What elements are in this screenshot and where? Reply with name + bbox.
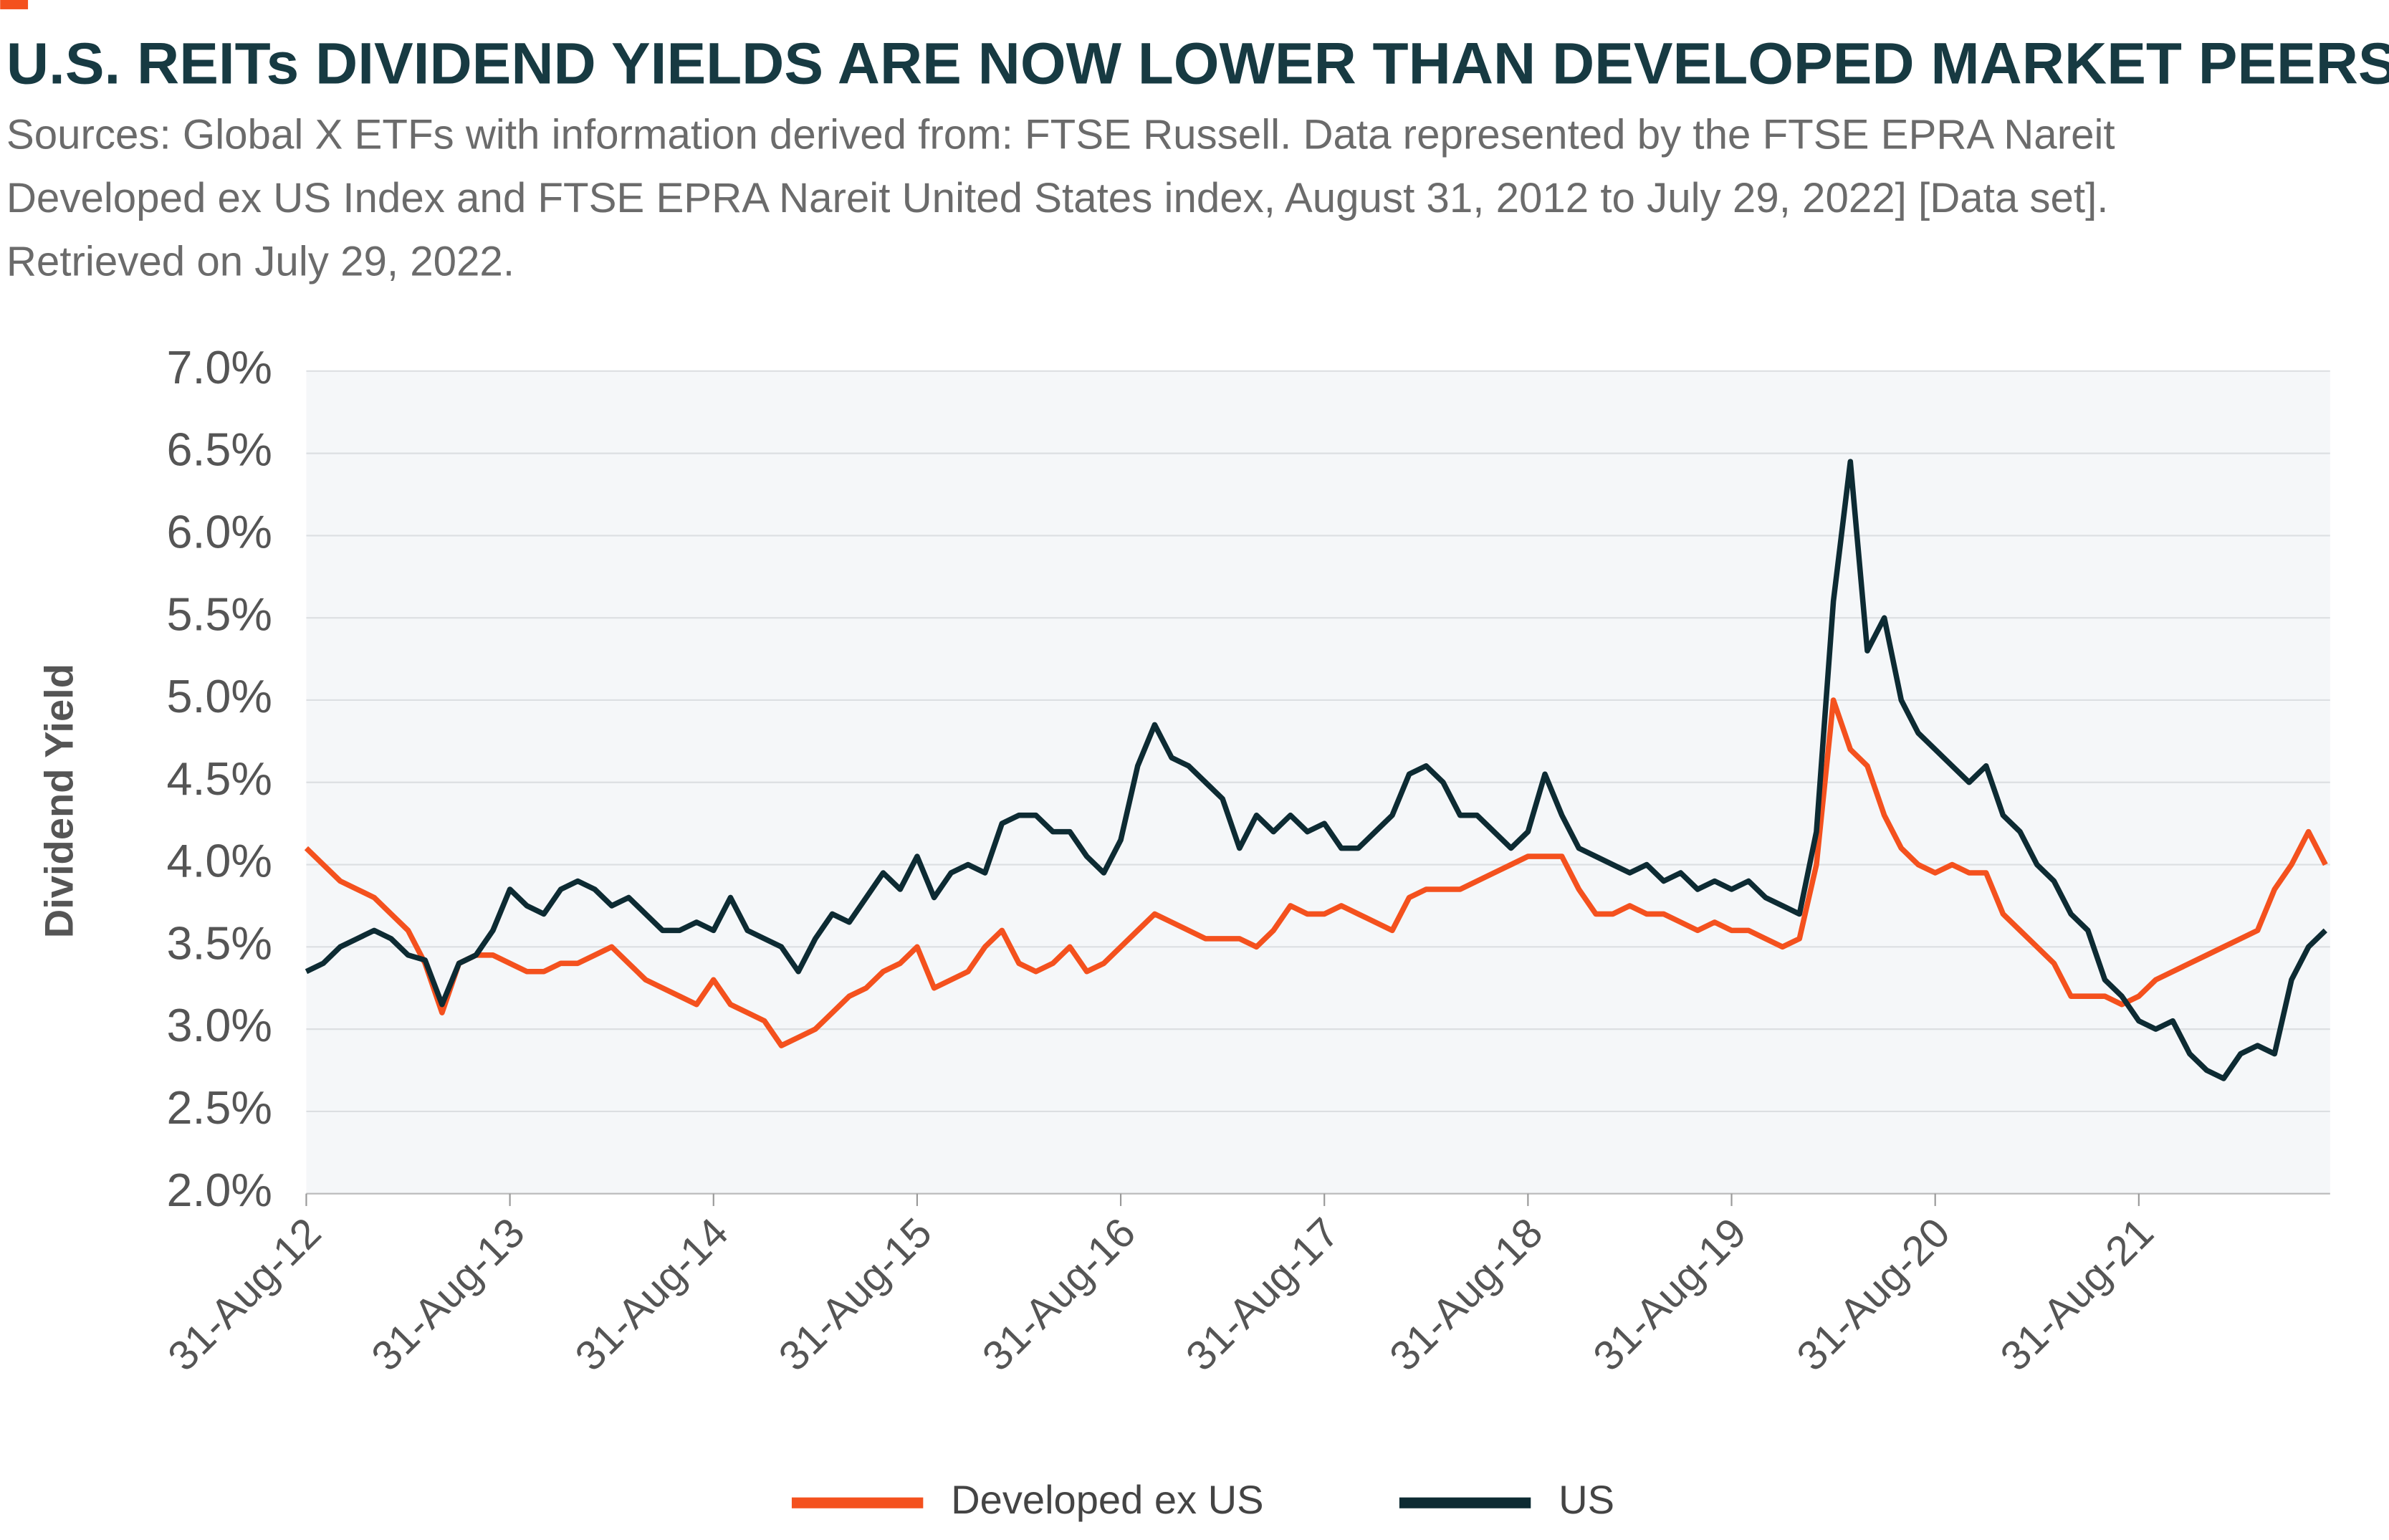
legend-label: US [1559,1477,1614,1522]
subtitle: Sources: Global X ETFs with information … [6,111,2115,158]
x-tick-label: 31-Aug-15 [770,1209,941,1379]
series-line [304,697,2328,1048]
y-tick-label: 6.5% [166,424,272,476]
chart-title: U.S. REITs DIVIDEND YIELDS ARE NOW LOWER… [6,32,2389,97]
x-tick-label: 31-Aug-18 [1381,1209,1551,1379]
y-tick-label: 2.5% [166,1081,272,1134]
y-tick-label: 7.0% [166,341,272,393]
accent [0,0,29,9]
x-tick-label: 31-Aug-21 [1992,1209,2163,1379]
x-tick-label: 31-Aug-14 [566,1209,737,1379]
y-tick-label: 2.0% [166,1164,272,1216]
y-tick-label: 5.0% [166,670,272,722]
x-tick-label: 31-Aug-13 [363,1209,533,1379]
y-tick-label: 3.5% [166,917,272,969]
y-tick-label: 4.0% [166,835,272,887]
x-tick-label: 31-Aug-12 [159,1209,330,1379]
x-tick-label: 31-Aug-19 [1584,1209,1755,1379]
subtitle: Retrieved on July 29, 2022. [6,238,514,284]
legend-label: Developed ex US [951,1477,1263,1522]
y-tick-label: 5.5% [166,588,272,640]
x-tick-label: 31-Aug-16 [974,1209,1144,1379]
y-axis-label: Dividend Yield [36,664,81,938]
subtitle: Developed ex US Index and FTSE EPRA Nare… [6,175,2109,221]
y-tick-label: 6.0% [166,505,272,558]
y-tick-label: 4.5% [166,752,272,805]
x-tick-label: 31-Aug-17 [1177,1209,1348,1379]
x-tick-label: 31-Aug-20 [1788,1209,1958,1379]
y-tick-label: 3.0% [166,999,272,1051]
series-line [305,459,2327,1081]
